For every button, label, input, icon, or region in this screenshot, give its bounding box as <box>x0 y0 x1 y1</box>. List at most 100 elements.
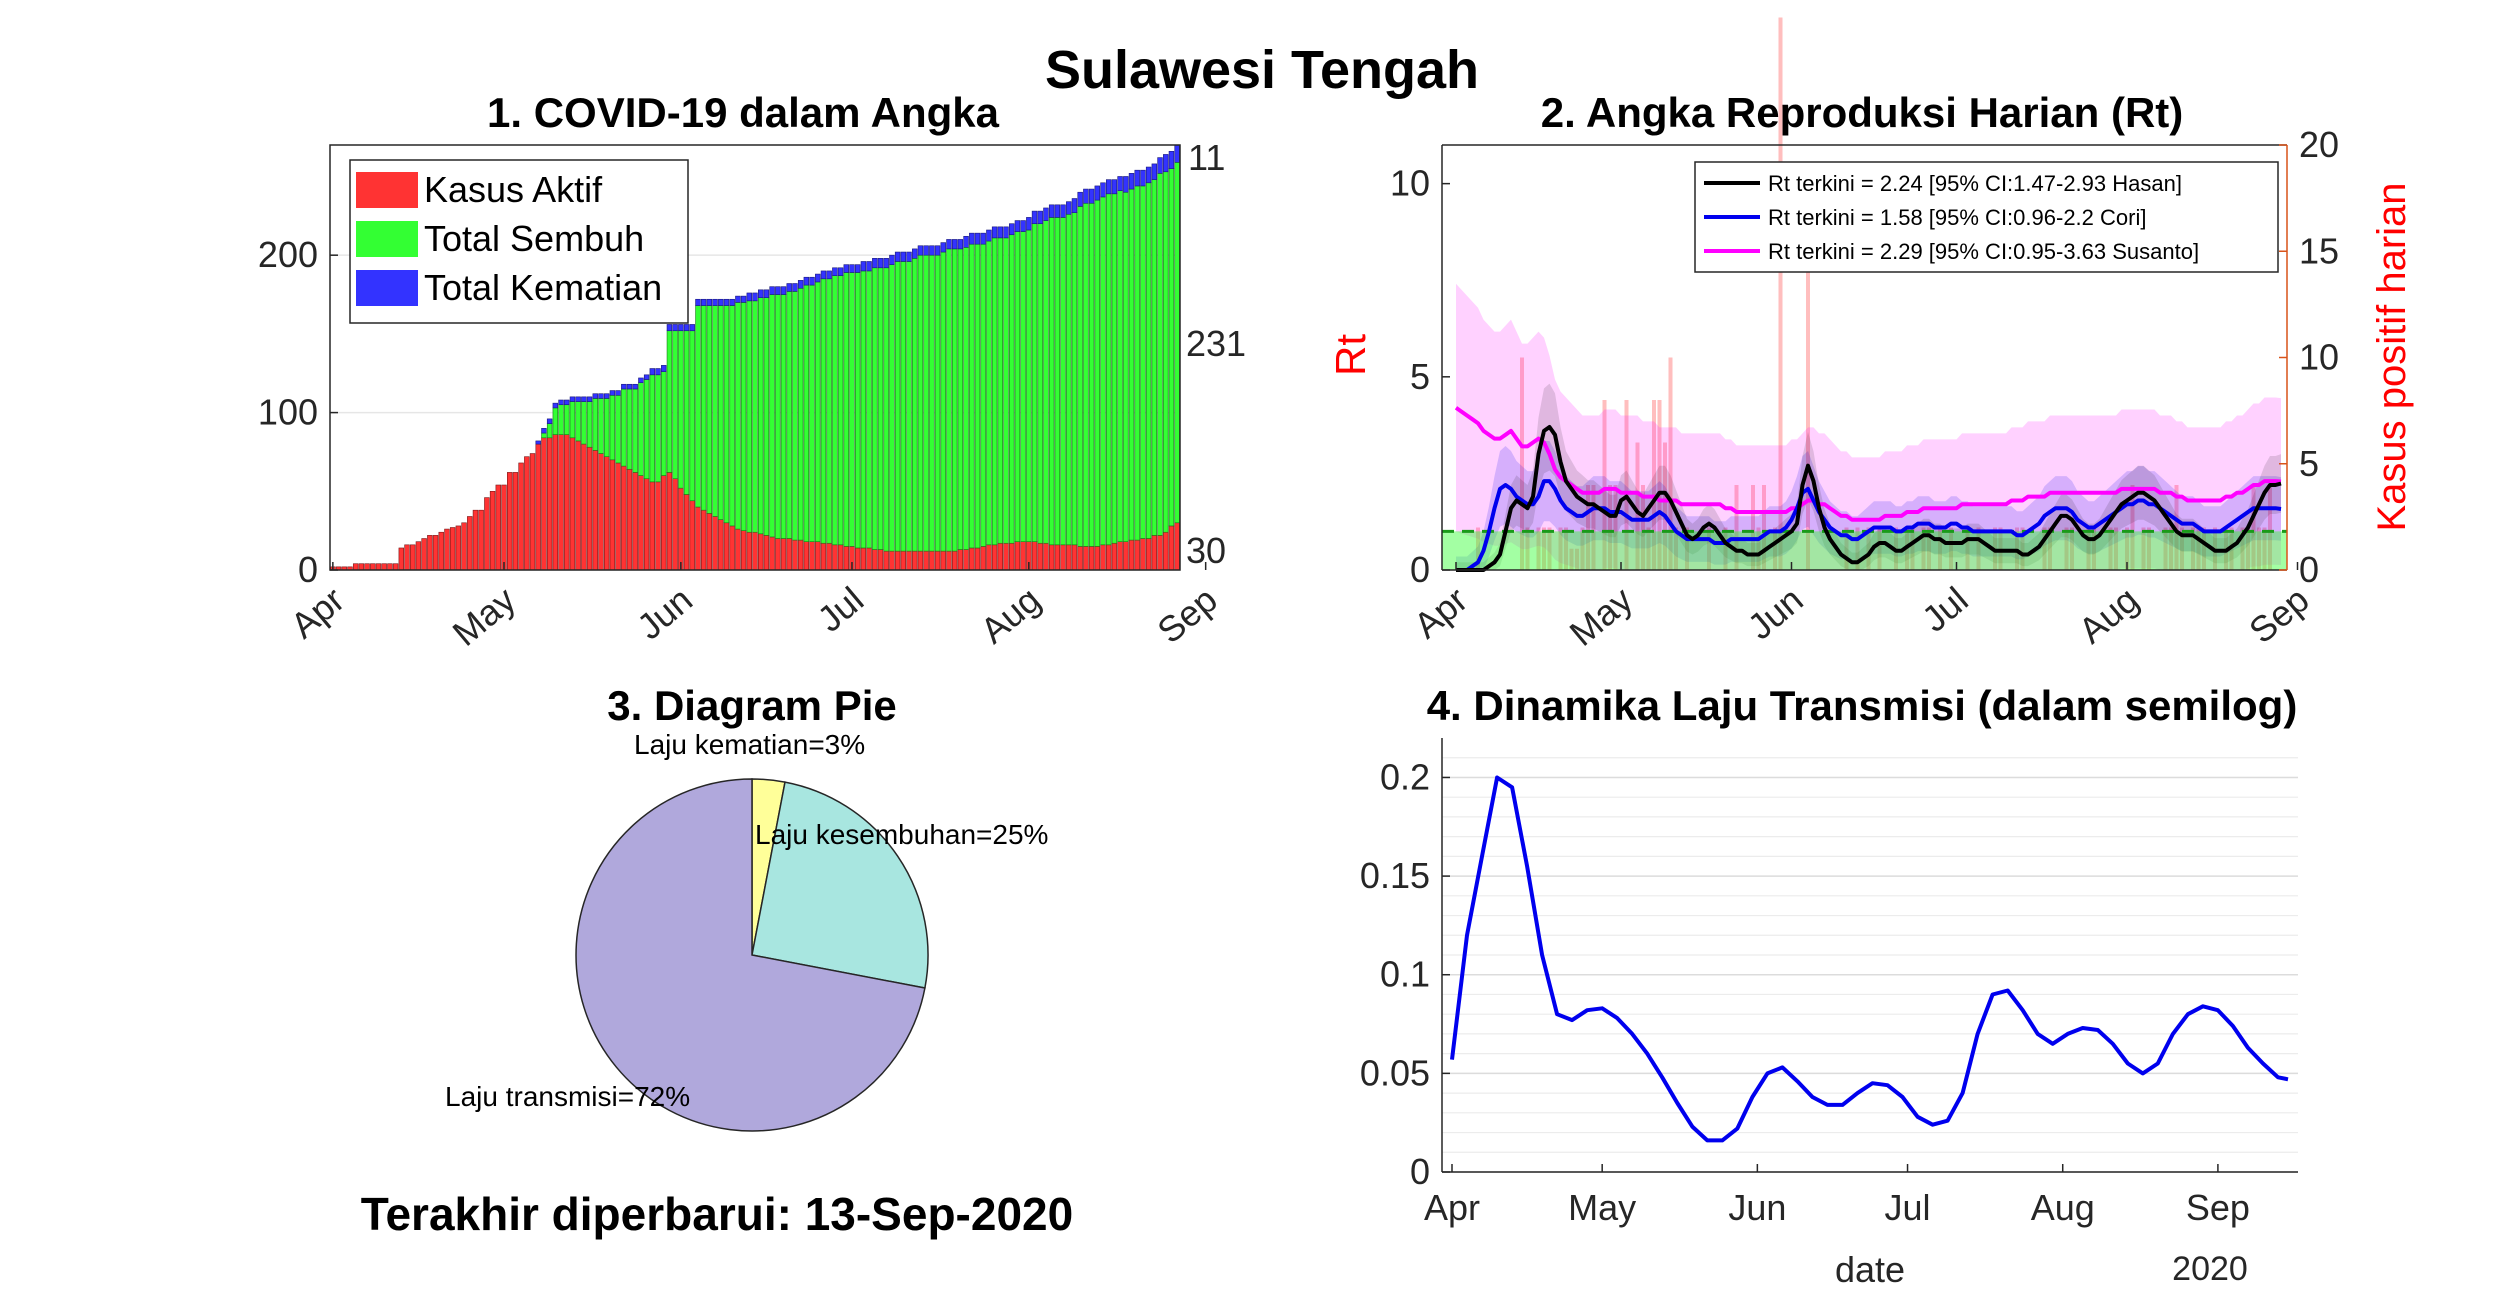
p2-daily-case-bar <box>2262 527 2267 570</box>
p1-bar-deaths <box>1134 169 1140 187</box>
p1-bar-active <box>1094 546 1100 571</box>
p1-bar-deaths <box>1014 220 1021 232</box>
p4-y-tick-label: 0.05 <box>1360 1052 1430 1093</box>
p1-bar-active <box>375 563 382 571</box>
p1-bar-active <box>603 456 610 571</box>
p1-bar-deaths <box>832 267 838 276</box>
p1-bar-active <box>478 509 484 571</box>
p2-legend-susanto: Rt terkini = 2.29 [95% CI:0.95-3.63 Susa… <box>1768 239 2199 264</box>
p2-daily-case-bar <box>1762 485 1766 570</box>
p1-bar-recovered <box>1100 196 1106 546</box>
p1-bar-deaths <box>723 298 730 306</box>
p1-bar-active <box>940 550 946 571</box>
p1-y-tick-label: 100 <box>258 392 318 433</box>
p1-bar-deaths <box>1071 198 1078 213</box>
p1-bar-deaths <box>626 383 633 390</box>
p1-bar-deaths <box>1100 182 1106 198</box>
p1-bar-deaths <box>1163 154 1169 173</box>
p1-bar-recovered <box>661 371 667 476</box>
p1-bar-active <box>934 550 941 571</box>
p1-bar-deaths <box>997 226 1003 239</box>
p1-bar-deaths <box>740 295 747 303</box>
p1-bar-recovered <box>758 297 764 535</box>
p2-daily-case-bar <box>1921 527 1926 570</box>
p1-bar-active <box>643 478 650 571</box>
p1-bar-active <box>552 434 559 571</box>
panel-2-title: 2. Angka Reproduksi Harian (Rt) <box>1541 89 2184 136</box>
p1-bar-recovered <box>609 394 616 461</box>
p2-x-tick-label: Aug <box>2071 579 2146 652</box>
p1-bar-recovered <box>700 305 707 511</box>
p1-bar-active <box>1048 544 1055 571</box>
p1-bar-active <box>723 522 730 571</box>
p1-bar-active <box>564 434 570 571</box>
p1-bar-active <box>535 443 541 571</box>
p4-x-tick-label: Jun <box>1728 1187 1786 1228</box>
p2-daily-case-bar <box>1586 485 1590 570</box>
p1-bar-active <box>558 434 564 571</box>
p3-label-recovery: Laju kesembuhan=25% <box>755 819 1048 850</box>
p1-bar-recovered <box>997 237 1003 544</box>
p1-bar-recovered <box>1060 217 1066 546</box>
p1-bar-deaths <box>797 280 804 289</box>
p1-bar-deaths <box>923 245 929 256</box>
p2-y-label-right: Kasus positif harian <box>2370 182 2414 531</box>
p1-bar-active <box>923 550 929 571</box>
p2-rt-line-0 <box>1456 425 2282 572</box>
p1-bar-deaths <box>963 235 969 248</box>
p1-bar-active <box>598 453 604 571</box>
p1-bar-deaths <box>1168 150 1175 169</box>
p1-bar-deaths <box>1043 207 1049 221</box>
p1-bar-active <box>991 544 998 571</box>
p1-bar-active <box>974 547 981 571</box>
p1-bar-recovered <box>837 275 844 546</box>
p1-x-tick-label: Aug <box>973 579 1048 652</box>
p1-bar-active <box>1031 541 1038 571</box>
p1-bar-active <box>501 484 507 571</box>
panel-4-title: 4. Dinamika Laju Transmisi (dalam semilo… <box>1427 682 2298 729</box>
p1-bar-active <box>906 550 912 571</box>
p2-daily-case-bar <box>1652 400 1656 570</box>
p1-bar-active <box>951 550 958 571</box>
p2-daily-case-bar <box>2125 527 2129 570</box>
p1-bar-deaths <box>991 226 998 239</box>
p2-daily-case-bar <box>1536 527 1541 570</box>
p1-bar-deaths <box>837 267 844 276</box>
p1-bar-recovered <box>894 261 901 552</box>
p2-rt-line-2 <box>1454 406 2282 522</box>
p1-bar-deaths <box>689 324 695 332</box>
p1-bar-active <box>866 547 872 571</box>
p1-bar-recovered <box>1003 237 1009 544</box>
p1-bar-deaths <box>940 242 946 253</box>
p1-bar-active <box>467 516 473 571</box>
p1-bar-active <box>820 542 827 571</box>
p4-x-tick-label: Jul <box>1885 1187 1931 1228</box>
p1-bar-recovered <box>986 240 992 546</box>
p1-bar-recovered <box>1168 168 1175 527</box>
p2-daily-case-bar <box>1855 527 1860 570</box>
p1-bar-deaths <box>1117 176 1123 191</box>
p1-bar-deaths <box>632 383 638 390</box>
p1-bar-deaths <box>752 292 758 302</box>
p1-bar-recovered <box>1083 202 1089 547</box>
p1-bar-recovered <box>803 284 810 542</box>
p2-daily-case-bar <box>1734 485 1739 570</box>
p2-x-tick-label: Jul <box>1914 579 1976 640</box>
p1-latest-recovered-label: 231 <box>1186 323 1246 364</box>
p2-legend-box <box>1694 161 2279 273</box>
p1-bar-deaths <box>894 251 901 262</box>
p1-bar-deaths <box>678 324 684 332</box>
p1-bar-deaths <box>883 258 889 269</box>
p2-daily-case-bar <box>1877 527 1882 570</box>
p2-daily-case-bar <box>1751 485 1755 570</box>
p1-bar-recovered <box>1071 212 1078 546</box>
p2-daily-case-bar <box>1685 527 1689 570</box>
p1-bar-active <box>415 541 422 571</box>
p1-bar-recovered <box>655 374 661 483</box>
p1-bar-active <box>615 462 621 571</box>
p2-daily-case-bar <box>2169 527 2173 570</box>
p1-bar-deaths <box>598 393 604 399</box>
p1-bar-deaths <box>889 254 895 265</box>
p1-bar-deaths <box>860 261 867 272</box>
p1-bar-recovered <box>1026 229 1032 542</box>
